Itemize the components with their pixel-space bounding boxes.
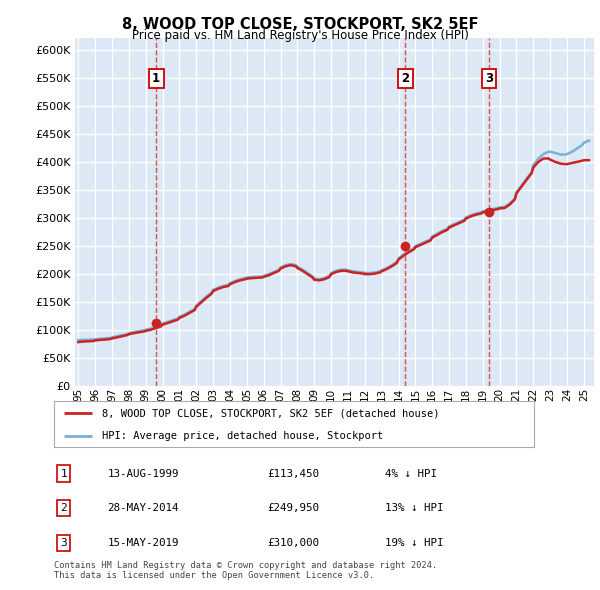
Text: 2: 2 [401,72,409,85]
Text: 4% ↓ HPI: 4% ↓ HPI [385,468,437,478]
Text: 28-MAY-2014: 28-MAY-2014 [107,503,179,513]
Text: HPI: Average price, detached house, Stockport: HPI: Average price, detached house, Stoc… [102,431,383,441]
Text: 1: 1 [152,72,160,85]
Text: £310,000: £310,000 [268,538,320,548]
Text: 8, WOOD TOP CLOSE, STOCKPORT, SK2 5EF: 8, WOOD TOP CLOSE, STOCKPORT, SK2 5EF [122,17,478,31]
Text: 2: 2 [60,503,67,513]
Text: £113,450: £113,450 [268,468,320,478]
Text: £249,950: £249,950 [268,503,320,513]
Text: 19% ↓ HPI: 19% ↓ HPI [385,538,443,548]
Text: 13% ↓ HPI: 13% ↓ HPI [385,503,443,513]
Text: 8, WOOD TOP CLOSE, STOCKPORT, SK2 5EF (detached house): 8, WOOD TOP CLOSE, STOCKPORT, SK2 5EF (d… [102,408,439,418]
Text: 1: 1 [60,468,67,478]
Text: 15-MAY-2019: 15-MAY-2019 [107,538,179,548]
Text: 3: 3 [60,538,67,548]
Text: Price paid vs. HM Land Registry's House Price Index (HPI): Price paid vs. HM Land Registry's House … [131,30,469,42]
Text: 13-AUG-1999: 13-AUG-1999 [107,468,179,478]
Text: 3: 3 [485,72,493,85]
Text: Contains HM Land Registry data © Crown copyright and database right 2024.
This d: Contains HM Land Registry data © Crown c… [54,560,437,580]
